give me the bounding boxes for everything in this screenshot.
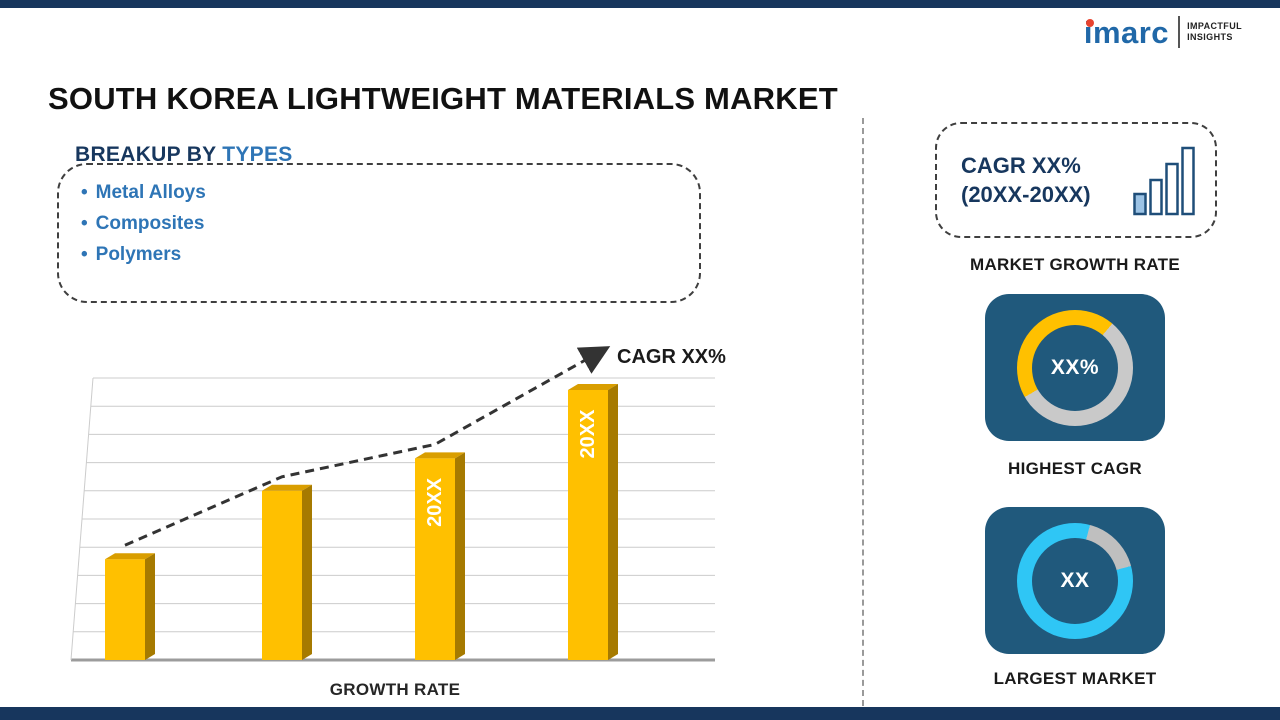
logo-dot-icon xyxy=(1085,18,1094,27)
highest-cagr-value: XX% xyxy=(1032,324,1118,411)
logo-tagline: IMPACTFUL INSIGHTS xyxy=(1187,21,1242,42)
cagr-period: (20XX-20XX) xyxy=(961,182,1091,207)
highest-cagr-label: HIGHEST CAGR xyxy=(1008,459,1142,478)
largest-market-donut: XX xyxy=(1017,522,1133,639)
logo-separator xyxy=(1178,16,1181,48)
cagr-value: CAGR XX% xyxy=(961,153,1081,178)
types-box: • Metal Alloys • Composites • Polymers xyxy=(57,163,701,303)
top-accent-bar xyxy=(0,0,1280,8)
imarc-logo: imarc IMPACTFUL INSIGHTS xyxy=(1084,16,1242,48)
svg-text:20XX: 20XX xyxy=(577,409,599,459)
breakup-heading: BREAKUP BY TYPES xyxy=(75,143,293,167)
cagr-card-text: CAGR XX% (20XX-20XX) xyxy=(961,151,1091,209)
largest-market-value: XX xyxy=(1032,537,1118,624)
svg-text:20XX: 20XX xyxy=(424,477,446,527)
cagr-card: CAGR XX% (20XX-20XX) xyxy=(935,122,1217,238)
chart-x-label: GROWTH RATE xyxy=(329,680,461,699)
logo-wordmark: imarc xyxy=(1084,17,1169,48)
highest-cagr-tile: XX% xyxy=(985,294,1165,441)
page-title: SOUTH KOREA LIGHTWEIGHT MATERIALS MARKET xyxy=(48,80,838,116)
bottom-accent-bar xyxy=(0,707,1280,720)
section-divider xyxy=(862,118,864,706)
market-growth-rate-label: MARKET GROWTH RATE xyxy=(969,255,1180,274)
svg-text:CAGR XX%: CAGR XX% xyxy=(617,346,726,368)
highest-cagr-donut: XX% xyxy=(1017,309,1133,426)
growth-chart: 20XX 20XX CAGR XX% xyxy=(55,335,735,675)
largest-market-label: LARGEST MARKET xyxy=(993,669,1157,688)
list-item: • Polymers xyxy=(81,244,182,265)
growth-bars-icon xyxy=(1133,146,1195,216)
logo-brand-text: imarc xyxy=(1083,14,1170,50)
types-list: • Metal Alloys • Composites • Polymers xyxy=(81,177,699,270)
largest-market-tile: XX xyxy=(985,507,1165,654)
bar-chart-svg: 20XX 20XX CAGR XX% xyxy=(70,346,726,662)
list-item: • Composites xyxy=(81,213,205,234)
list-item: • Metal Alloys xyxy=(81,182,206,203)
